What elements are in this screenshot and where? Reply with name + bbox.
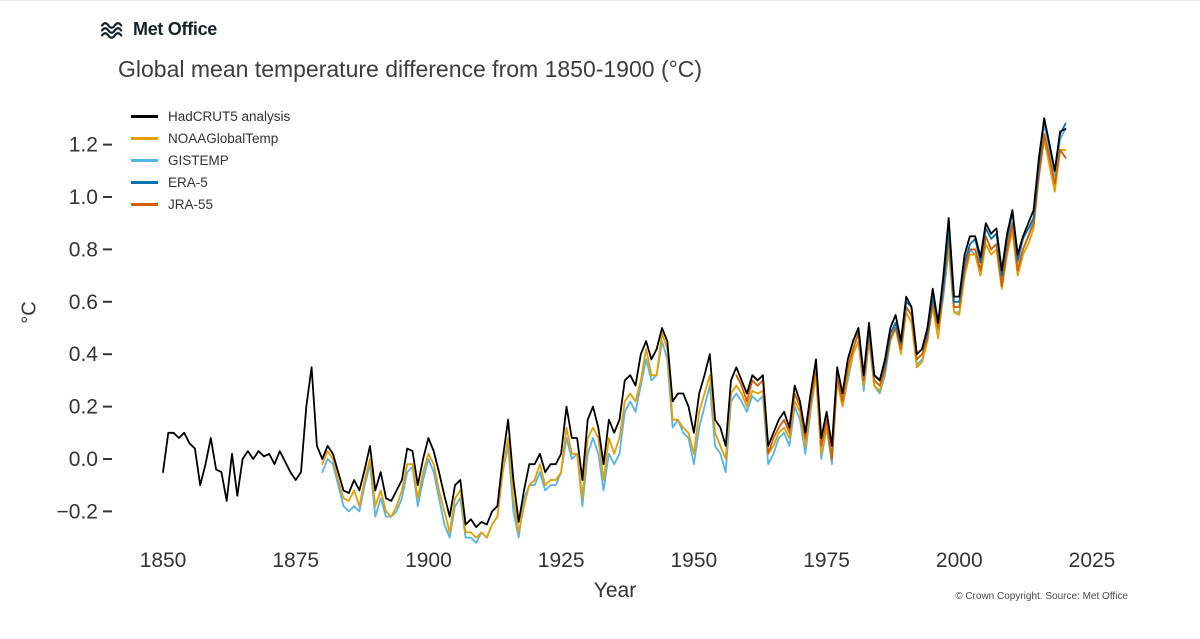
legend-item: HadCRUT5 analysis — [131, 109, 290, 124]
x-axis-label: Year — [593, 579, 637, 602]
legend-swatch — [131, 137, 158, 140]
legend-item: JRA-55 — [131, 197, 290, 212]
legend-item: GISTEMP — [131, 153, 290, 168]
met-office-logo-text: Met Office — [133, 19, 218, 39]
y-tick-label: 0.8 — [69, 238, 98, 261]
legend-swatch — [131, 181, 158, 184]
legend-label: HadCRUT5 analysis — [168, 109, 291, 124]
series-line-gistemp — [321, 122, 1067, 544]
series-line-hadcrut5-analysis — [162, 117, 1067, 528]
x-tick-label: 1950 — [670, 549, 717, 572]
legend-swatch — [131, 203, 158, 206]
legend-item: NOAAGlobalTemp — [131, 131, 290, 146]
met-office-logo: Met Office — [100, 19, 217, 40]
y-tick-label: −0.2 — [57, 500, 98, 523]
x-tick-label: 1900 — [405, 549, 452, 572]
y-tick-label: 0.4 — [69, 343, 99, 366]
series-line-era-5 — [846, 117, 1067, 382]
x-tick-label: 1925 — [538, 549, 585, 572]
x-tick-label: 1850 — [140, 549, 187, 572]
copyright-text: © Crown Copyright. Source: Met Office — [955, 591, 1128, 602]
legend-swatch — [131, 159, 158, 162]
x-tick-label: 2025 — [1069, 549, 1116, 572]
y-axis-label: °C — [18, 301, 41, 324]
legend-label: ERA-5 — [168, 175, 208, 190]
x-tick-label: 1975 — [803, 549, 850, 572]
y-tick-label: 1.0 — [69, 186, 98, 209]
legend-label: GISTEMP — [168, 153, 229, 168]
y-tick-label: 0.6 — [69, 291, 98, 314]
chart-legend: HadCRUT5 analysis NOAAGlobalTemp GISTEMP ER… — [131, 109, 290, 212]
x-tick-label: 1875 — [272, 549, 319, 572]
met-office-waves-icon — [100, 21, 123, 39]
chart-title: Global mean temperature difference from … — [118, 56, 703, 82]
series-line-noaaglobaltemp — [321, 138, 1067, 539]
x-tick-label: 2000 — [936, 549, 983, 572]
y-tick-label: 0.0 — [69, 448, 98, 471]
y-tick-label: 1.2 — [69, 134, 98, 157]
legend-swatch — [131, 115, 158, 118]
legend-item: ERA-5 — [131, 175, 290, 190]
series-line-jra-55 — [735, 133, 1067, 460]
y-tick-label: 0.2 — [69, 396, 98, 419]
legend-label: JRA-55 — [168, 197, 214, 212]
legend-label: NOAAGlobalTemp — [168, 131, 279, 146]
